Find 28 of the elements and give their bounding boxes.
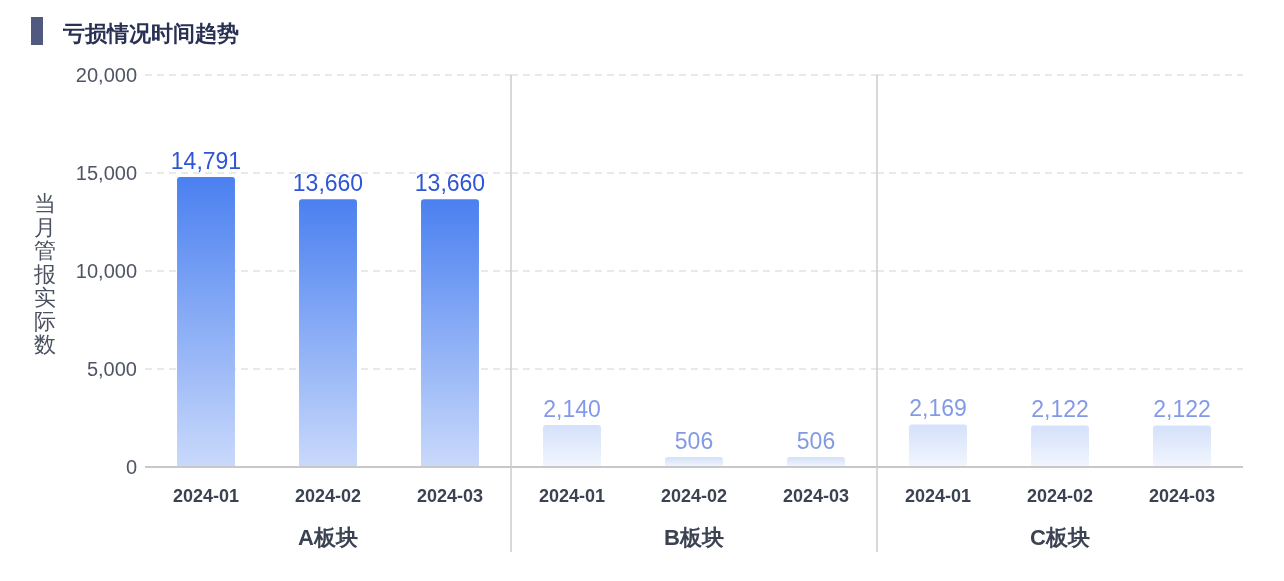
x-axis-title: C板块	[1030, 524, 1090, 550]
y-axis-title: 当月管报实际数	[33, 191, 56, 357]
data-label: 506	[796, 428, 836, 455]
x-tick-label: 2024-03	[1148, 486, 1216, 506]
x-tick-label: 2024-03	[416, 486, 484, 506]
y-tick-label: 5,000	[86, 358, 137, 380]
data-label: 14,791	[170, 148, 242, 175]
data-label: 2,122	[1031, 396, 1089, 423]
data-label: 2,122	[1153, 396, 1211, 423]
data-label: 13,660	[414, 170, 486, 197]
x-tick-label: 2024-01	[538, 486, 606, 506]
x-tick-label: 2024-03	[782, 486, 850, 506]
y-tick-label: 0	[125, 456, 137, 478]
x-axis-title: B板块	[664, 524, 724, 550]
y-tick-label: 15,000	[75, 162, 137, 184]
data-label: 2,140	[543, 396, 601, 423]
x-tick-label: 2024-01	[904, 486, 972, 506]
x-tick-label: 2024-02	[294, 486, 362, 506]
data-label: 2,169	[909, 395, 967, 422]
chart-title: 亏损情况时间趋势	[62, 21, 239, 46]
x-tick-label: 2024-01	[172, 486, 240, 506]
data-label: 506	[674, 428, 714, 455]
x-tick-label: 2024-02	[660, 486, 728, 506]
x-tick-label: 2024-02	[1026, 486, 1094, 506]
y-tick-label: 20,000	[75, 64, 137, 86]
y-tick-label: 10,000	[75, 260, 137, 282]
x-axis-title: A板块	[298, 524, 358, 550]
data-label: 13,660	[292, 170, 364, 197]
